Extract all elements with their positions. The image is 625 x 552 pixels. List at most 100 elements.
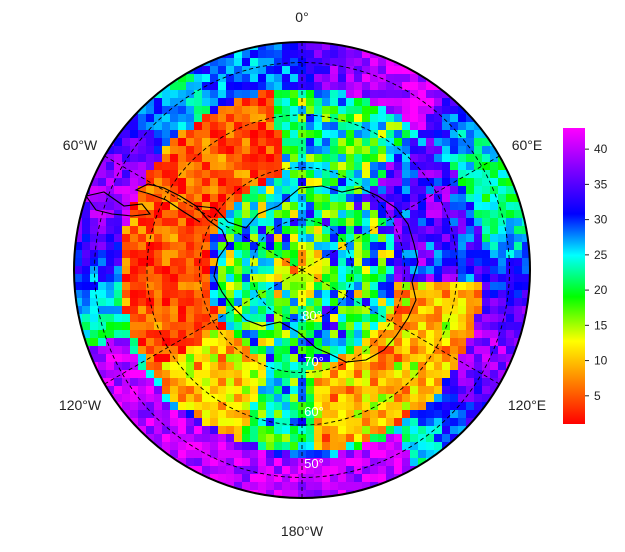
heatmap-cell	[306, 66, 315, 75]
heatmap-cell	[442, 354, 451, 363]
heatmap-cell	[90, 234, 99, 243]
heatmap-cell	[418, 354, 427, 363]
heatmap-cell	[442, 218, 451, 227]
heatmap-cell	[186, 442, 195, 451]
heatmap-cell	[458, 106, 467, 115]
heatmap-cell	[362, 370, 371, 379]
heatmap-cell	[290, 314, 299, 323]
heatmap-cell	[218, 474, 227, 483]
heatmap-cell	[210, 258, 219, 267]
heatmap-cell	[282, 450, 291, 459]
heatmap-cell	[234, 74, 243, 83]
heatmap-cell	[218, 202, 227, 211]
heatmap-cell	[226, 194, 235, 203]
heatmap-cell	[482, 266, 491, 275]
heatmap-cell	[354, 82, 363, 91]
heatmap-cell	[130, 202, 139, 211]
heatmap-cell	[322, 482, 331, 491]
heatmap-cell	[154, 290, 163, 299]
heatmap-cell	[522, 234, 530, 243]
heatmap-cell	[258, 474, 267, 483]
heatmap-cell	[378, 66, 387, 75]
heatmap-cell	[290, 202, 299, 211]
heatmap-cell	[394, 362, 403, 371]
heatmap-cell	[354, 370, 363, 379]
heatmap-cell	[354, 242, 363, 251]
heatmap-cell	[146, 322, 155, 331]
heatmap-cell	[442, 330, 451, 339]
heatmap-cell	[378, 386, 387, 395]
heatmap-cell	[306, 418, 315, 427]
heatmap-cell	[338, 202, 347, 211]
heatmap-cell	[274, 434, 283, 443]
heatmap-cell	[418, 202, 427, 211]
heatmap-cell	[186, 130, 195, 139]
heatmap-cell	[362, 66, 371, 75]
heatmap-cell	[394, 194, 403, 203]
heatmap-cell	[242, 346, 251, 355]
heatmap-cell	[370, 442, 379, 451]
heatmap-cell	[442, 130, 451, 139]
heatmap-cell	[234, 170, 243, 179]
heatmap-cell	[90, 202, 99, 211]
heatmap-cell	[362, 130, 371, 139]
heatmap-cell	[130, 122, 139, 131]
heatmap-cell	[330, 410, 339, 419]
heatmap-cell	[410, 458, 419, 467]
heatmap-cell	[218, 250, 227, 259]
heatmap-cell	[98, 274, 107, 283]
heatmap-cell	[154, 250, 163, 259]
heatmap-cell	[178, 354, 187, 363]
heatmap-cell	[74, 290, 83, 299]
heatmap-cell	[330, 178, 339, 187]
heatmap-cell	[322, 258, 331, 267]
heatmap-cell	[266, 434, 275, 443]
heatmap-cell	[378, 114, 387, 123]
heatmap-cell	[266, 386, 275, 395]
heatmap-cell	[338, 250, 347, 259]
heatmap-cell	[226, 210, 235, 219]
heatmap-cell	[482, 330, 491, 339]
heatmap-cell	[330, 42, 339, 51]
heatmap-cell	[338, 346, 347, 355]
heatmap-cell	[242, 122, 251, 131]
heatmap-cell	[202, 402, 211, 411]
heatmap-cell	[146, 250, 155, 259]
heatmap-cell	[514, 226, 523, 235]
heatmap-cell	[162, 98, 171, 107]
heatmap-cell	[290, 106, 299, 115]
heatmap-cell	[250, 338, 259, 347]
heatmap-cell	[402, 338, 411, 347]
heatmap-cell	[354, 290, 363, 299]
heatmap-cell	[90, 226, 99, 235]
heatmap-cell	[266, 426, 275, 435]
heatmap-cell	[354, 386, 363, 395]
heatmap-cell	[490, 274, 499, 283]
heatmap-cell	[266, 106, 275, 115]
heatmap-cell	[226, 202, 235, 211]
heatmap-cell	[490, 322, 499, 331]
heatmap-cell	[498, 386, 507, 395]
heatmap-cell	[482, 378, 491, 387]
heatmap-cell	[314, 386, 323, 395]
heatmap-cell	[322, 162, 331, 171]
heatmap-cell	[314, 98, 323, 107]
heatmap-cell	[162, 242, 171, 251]
heatmap-cell	[362, 338, 371, 347]
heatmap-cell	[226, 106, 235, 115]
heatmap-cell	[514, 290, 523, 299]
heatmap-cell	[386, 74, 395, 83]
heatmap-cell	[394, 402, 403, 411]
heatmap-cell	[450, 138, 459, 147]
heatmap-cell	[450, 330, 459, 339]
heatmap-cell	[122, 226, 131, 235]
heatmap-cell	[338, 434, 347, 443]
heatmap-cell	[178, 154, 187, 163]
heatmap-cell	[426, 394, 435, 403]
heatmap-cell	[290, 410, 299, 419]
heatmap-cell	[450, 266, 459, 275]
heatmap-cell	[346, 282, 355, 291]
heatmap-cell	[314, 458, 323, 467]
heatmap-cell	[106, 170, 115, 179]
heatmap-cell	[370, 130, 379, 139]
